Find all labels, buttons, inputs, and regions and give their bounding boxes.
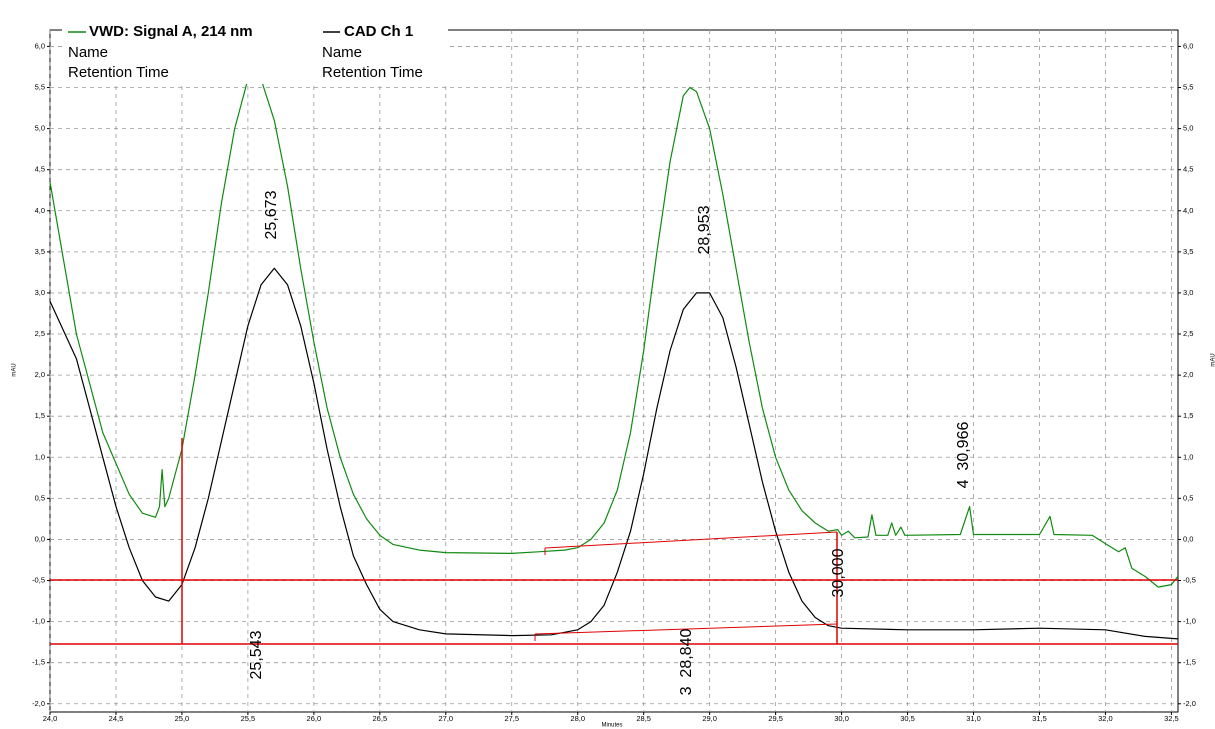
legend: VWD: Signal A, 214 nm Name Retention Tim… xyxy=(62,20,448,84)
x-tick-label: 24,5 xyxy=(109,714,124,723)
y2-tick-label: 2,0 xyxy=(1183,370,1193,379)
y-tick-label: -1,5 xyxy=(32,658,45,667)
x-tick-label: 29,5 xyxy=(768,714,783,723)
x-tick-label: 24,0 xyxy=(43,714,58,723)
y-tick-label: 1,0 xyxy=(35,452,45,461)
x-tick-label: 25,5 xyxy=(241,714,256,723)
legend-label: CAD Ch 1 xyxy=(344,23,413,40)
y-tick-label: 6,0 xyxy=(35,41,45,50)
x-tick-label: 27,5 xyxy=(504,714,519,723)
y-tick-label: 2,5 xyxy=(35,329,45,338)
y2-tick-label: 6,0 xyxy=(1183,41,1193,50)
legend-field: Retention Time xyxy=(68,64,169,81)
peak-label: 25,543 xyxy=(248,630,265,679)
plot-frame xyxy=(49,29,1179,713)
y2-tick-label: 4,5 xyxy=(1183,165,1193,174)
y2-tick-label: -1,0 xyxy=(1183,617,1196,626)
y2-tick-label: 4,0 xyxy=(1183,206,1193,215)
x-tick-label: 32,5 xyxy=(1164,714,1179,723)
y-tick-label: -2,0 xyxy=(32,699,45,708)
grid xyxy=(47,30,1181,715)
lines xyxy=(49,72,1179,640)
y2-tick-label: 5,5 xyxy=(1183,83,1193,92)
y-tick-label: 5,0 xyxy=(35,124,45,133)
y2-tick-label: 0,0 xyxy=(1183,534,1193,543)
y-tick-label: 4,5 xyxy=(35,165,45,174)
peak-labels: 25,673 28,953 4 30,966 30,000 25,543 3 2… xyxy=(248,190,972,695)
integration-marks xyxy=(50,438,1178,645)
legend-box xyxy=(62,20,448,84)
peak-baseline xyxy=(544,531,838,549)
x-tick-label: 28,0 xyxy=(570,714,585,723)
x-tick-label: 25,0 xyxy=(175,714,190,723)
peak-baseline xyxy=(534,623,838,635)
y2-tick-label: 5,0 xyxy=(1183,124,1193,133)
y-tick-label: 3,5 xyxy=(35,247,45,256)
legend-label: VWD: Signal A, 214 nm xyxy=(89,23,253,40)
y2-tick-label: 1,0 xyxy=(1183,452,1193,461)
legend-field: Name xyxy=(68,44,108,61)
y2-tick-label: 3,5 xyxy=(1183,247,1193,256)
y-tick-label: -0,5 xyxy=(32,576,45,585)
y2-tick-label: 1,5 xyxy=(1183,411,1193,420)
x-axis-label: Minutes xyxy=(601,723,622,729)
y2-tick-label: 0,5 xyxy=(1183,493,1193,502)
y-tick-label: 0,5 xyxy=(35,493,45,502)
x-tick-label: 29,0 xyxy=(702,714,717,723)
x-tick-label: 26,5 xyxy=(373,714,388,723)
y2-axis-label: mAU xyxy=(1211,353,1215,366)
x-tick-label: 31,0 xyxy=(966,714,981,723)
legend-field: Retention Time xyxy=(322,64,423,81)
y-tick-label: 3,0 xyxy=(35,288,45,297)
x-tick-label: 30,5 xyxy=(900,714,915,723)
x-tick-label: 31,5 xyxy=(1032,714,1047,723)
peak-label: 3 28,840 xyxy=(678,629,695,696)
x-tick-label: 30,0 xyxy=(834,714,849,723)
peak-label: 25,673 xyxy=(263,190,280,239)
y-tick-label: 5,5 xyxy=(35,83,45,92)
y2-tick-label: -1,5 xyxy=(1183,658,1196,667)
y-tick-label: -1,0 xyxy=(32,617,45,626)
y2-tick-label: -0,5 xyxy=(1183,576,1196,585)
x-tick-label: 28,5 xyxy=(636,714,651,723)
y-axis-label: mAU xyxy=(12,363,18,376)
y2-tick-label: -2,0 xyxy=(1183,699,1196,708)
y-tick-label: 2,0 xyxy=(35,370,45,379)
x-tick-label: 26,0 xyxy=(307,714,322,723)
y2-tick-label: 3,0 xyxy=(1183,288,1193,297)
legend-field: Name xyxy=(322,44,362,61)
series-line xyxy=(49,72,1179,588)
peak-label: 30,000 xyxy=(830,548,847,597)
y-tick-label: 1,5 xyxy=(35,411,45,420)
peak-label: 28,953 xyxy=(696,205,713,254)
y-tick-label: 4,0 xyxy=(35,206,45,215)
x-tick-label: 27,0 xyxy=(438,714,453,723)
series-line xyxy=(49,267,1179,640)
y-tick-label: 0,0 xyxy=(35,534,45,543)
y2-tick-label: 2,5 xyxy=(1183,329,1193,338)
x-tick-label: 32,0 xyxy=(1098,714,1113,723)
peak-label: 4 30,966 xyxy=(955,422,972,489)
